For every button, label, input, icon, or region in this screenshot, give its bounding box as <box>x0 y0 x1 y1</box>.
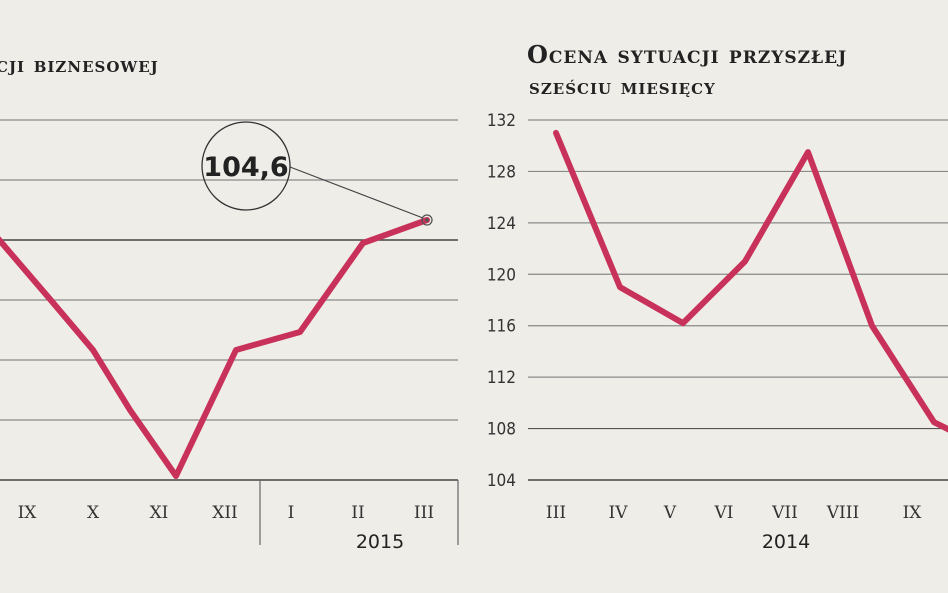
left-annotation-marker-dot <box>425 218 429 222</box>
left-x-tick-label: X <box>87 503 100 523</box>
left-annotation-leader <box>289 166 424 219</box>
right-y-tick-label: 116 <box>487 317 516 337</box>
right-chart-title-line1: Ocena sytuacji przyszłej <box>527 40 848 69</box>
right-y-tick-label: 104 <box>487 471 516 491</box>
right-series-line <box>553 129 948 433</box>
left-x-tick-label: I <box>288 503 295 523</box>
left-x-tick-label: IX <box>18 503 38 523</box>
right-x-tick-label: VII <box>771 503 798 523</box>
right-x-tick-label: IX <box>903 503 923 523</box>
right-y-tick-label: 112 <box>487 368 516 388</box>
left-annotation-marker <box>421 214 433 226</box>
right-y-tick-label: 120 <box>487 265 516 285</box>
left-x-tick-label: XII <box>212 503 238 523</box>
right-x-tick-label: III <box>546 503 566 523</box>
right-year-label: 2014 <box>762 531 810 553</box>
left-x-tick-label: XI <box>150 503 169 523</box>
right-y-tick-label: 128 <box>487 162 516 182</box>
left-chart-title: cji biznesowej <box>0 52 159 78</box>
right-x-tick-label: V <box>663 503 677 523</box>
right-x-tick-label: VIII <box>826 503 859 523</box>
left-annotation-label: 104,6 <box>203 152 288 183</box>
right-x-tick-label: IV <box>609 503 629 523</box>
left-x-tick-label: III <box>414 503 434 523</box>
right-x-tick-label: VI <box>714 503 734 523</box>
left-x-tick-label: II <box>351 503 364 523</box>
left-year-label: 2015 <box>356 531 404 553</box>
right-y-tick-label: 108 <box>487 420 516 440</box>
right-chart-title-line2: sześciu miesięcy <box>529 74 716 100</box>
right-y-tick-label: 124 <box>487 214 516 234</box>
left-annotation-circle <box>201 121 291 211</box>
left-series-line <box>0 217 430 479</box>
right-y-tick-label: 132 <box>487 111 516 131</box>
